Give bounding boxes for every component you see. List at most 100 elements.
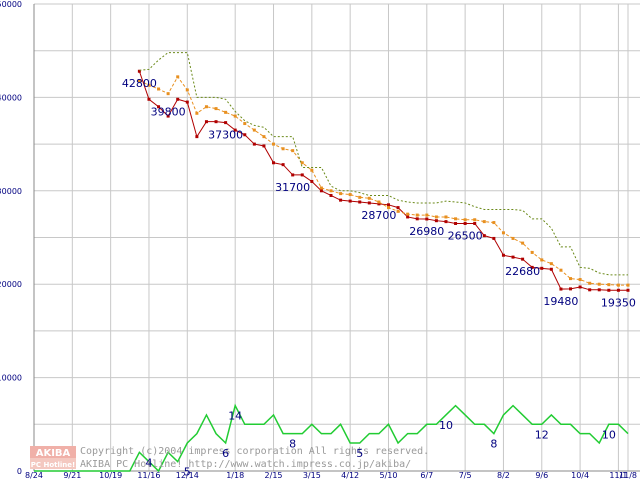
data-point-min-price	[569, 287, 573, 291]
data-point-avg-price	[204, 105, 208, 109]
data-point-avg-price	[501, 231, 505, 235]
data-point-avg-price	[166, 92, 170, 96]
data-point-avg-price	[406, 212, 410, 216]
data-point-min-price	[501, 253, 505, 257]
count-data-label: 5	[184, 466, 191, 479]
price-data-label: 22680	[505, 265, 540, 278]
data-point-min-price	[204, 120, 208, 124]
y-tick-label: 0	[17, 467, 22, 476]
data-point-min-price	[214, 120, 218, 124]
data-labels: 42800 39800 37300 31700 28700 26980 26500 22680…	[122, 77, 636, 478]
data-point-min-price	[272, 161, 276, 165]
x-tick-label: 9/21	[63, 471, 81, 480]
data-point-min-price	[549, 267, 553, 271]
data-point-avg-price	[511, 236, 515, 240]
price-data-label: 42800	[122, 77, 157, 90]
data-point-min-price	[176, 97, 180, 101]
data-point-min-price	[473, 221, 477, 225]
data-point-avg-price	[224, 110, 228, 114]
data-point-min-price	[521, 257, 525, 261]
data-point-avg-price	[157, 87, 161, 91]
x-tick-label: 8/24	[25, 471, 43, 480]
data-point-avg-price	[310, 168, 314, 172]
x-tick-label: 2/15	[265, 471, 283, 480]
data-point-min-price	[224, 121, 228, 125]
data-point-min-price	[578, 285, 582, 289]
count-data-label: 5	[356, 447, 363, 460]
x-tick-label: 5/10	[379, 471, 397, 480]
price-data-label: 26980	[409, 225, 444, 238]
price-data-label: 39800	[151, 105, 186, 118]
data-point-min-price	[530, 265, 534, 269]
data-point-avg-price	[291, 149, 295, 153]
data-point-min-price	[454, 221, 458, 225]
data-point-min-price	[339, 198, 343, 202]
data-point-min-price	[492, 236, 496, 240]
data-point-avg-price	[377, 200, 381, 204]
data-point-avg-price	[214, 107, 218, 111]
data-point-avg-price	[444, 215, 448, 219]
data-point-min-price	[300, 173, 304, 177]
data-point-min-price	[185, 100, 189, 104]
data-point-avg-price	[626, 283, 630, 287]
data-point-avg-price	[137, 79, 141, 83]
chart-series	[34, 52, 630, 473]
data-point-min-price	[444, 220, 448, 224]
data-point-avg-price	[540, 258, 544, 262]
data-point-min-price	[195, 135, 199, 139]
data-point-min-price	[597, 288, 601, 292]
data-point-avg-price	[396, 209, 400, 213]
data-point-avg-price	[386, 206, 390, 210]
data-point-avg-price	[588, 281, 592, 285]
data-point-min-price	[540, 266, 544, 270]
x-tick-label: 11/1	[609, 471, 627, 480]
data-point-min-price	[319, 189, 323, 193]
data-point-avg-price	[348, 193, 352, 197]
price-data-label: 31700	[275, 181, 310, 194]
credit-text: AKIBA PC Hotline! http://www.watch.impre…	[80, 459, 411, 470]
x-tick-label: 1/18	[226, 471, 244, 480]
data-point-avg-price	[559, 268, 563, 272]
data-point-min-price	[406, 215, 410, 219]
watermark: AKIBA PC Hotline! Copyright (c)2004 impr…	[30, 446, 429, 470]
series-line-avg-price	[139, 75, 628, 286]
data-point-min-price	[329, 193, 333, 197]
data-point-avg-price	[252, 128, 256, 132]
data-point-min-price	[291, 173, 295, 177]
data-point-min-price	[607, 288, 611, 292]
data-point-min-price	[147, 97, 151, 101]
data-point-avg-price	[195, 111, 199, 115]
data-point-min-price	[415, 217, 419, 221]
data-point-avg-price	[482, 220, 486, 224]
data-point-avg-price	[185, 88, 189, 92]
data-point-avg-price	[463, 218, 467, 222]
x-tick-label: 12/14	[176, 471, 199, 480]
data-point-min-price	[616, 288, 620, 292]
data-point-avg-price	[281, 147, 285, 151]
data-point-min-price	[482, 234, 486, 238]
count-data-label: 8	[289, 438, 296, 451]
copyright-text: Copyright (c)2004 impress corporation Al…	[80, 446, 429, 457]
data-point-min-price	[396, 206, 400, 210]
x-tick-label: 8/2	[497, 471, 510, 480]
data-point-avg-price	[272, 142, 276, 146]
akiba-logo: AKIBA PC Hotline!	[30, 446, 76, 469]
data-point-avg-price	[329, 189, 333, 193]
y-tick-label: 40000	[0, 93, 22, 102]
data-point-avg-price	[607, 283, 611, 287]
y-tick-label: 10000	[0, 374, 22, 383]
logo-top-text: AKIBA	[36, 448, 71, 459]
x-tick-label: 7/5	[459, 471, 472, 480]
x-tick-label: 9/6	[535, 471, 548, 480]
data-point-min-price	[157, 105, 161, 109]
count-data-label: 12	[535, 428, 549, 441]
series-line-max-price	[139, 52, 628, 276]
x-tick-label: 10/4	[571, 471, 589, 480]
y-axis-ticks: 0 10000 20000 30000 40000 50000	[0, 0, 22, 476]
data-point-avg-price	[358, 195, 362, 199]
x-tick-label: 10/19	[99, 471, 122, 480]
series-line-shop-count	[34, 403, 629, 473]
x-tick-label: 11/16	[137, 471, 160, 480]
x-tick-label: 3/15	[303, 471, 321, 480]
